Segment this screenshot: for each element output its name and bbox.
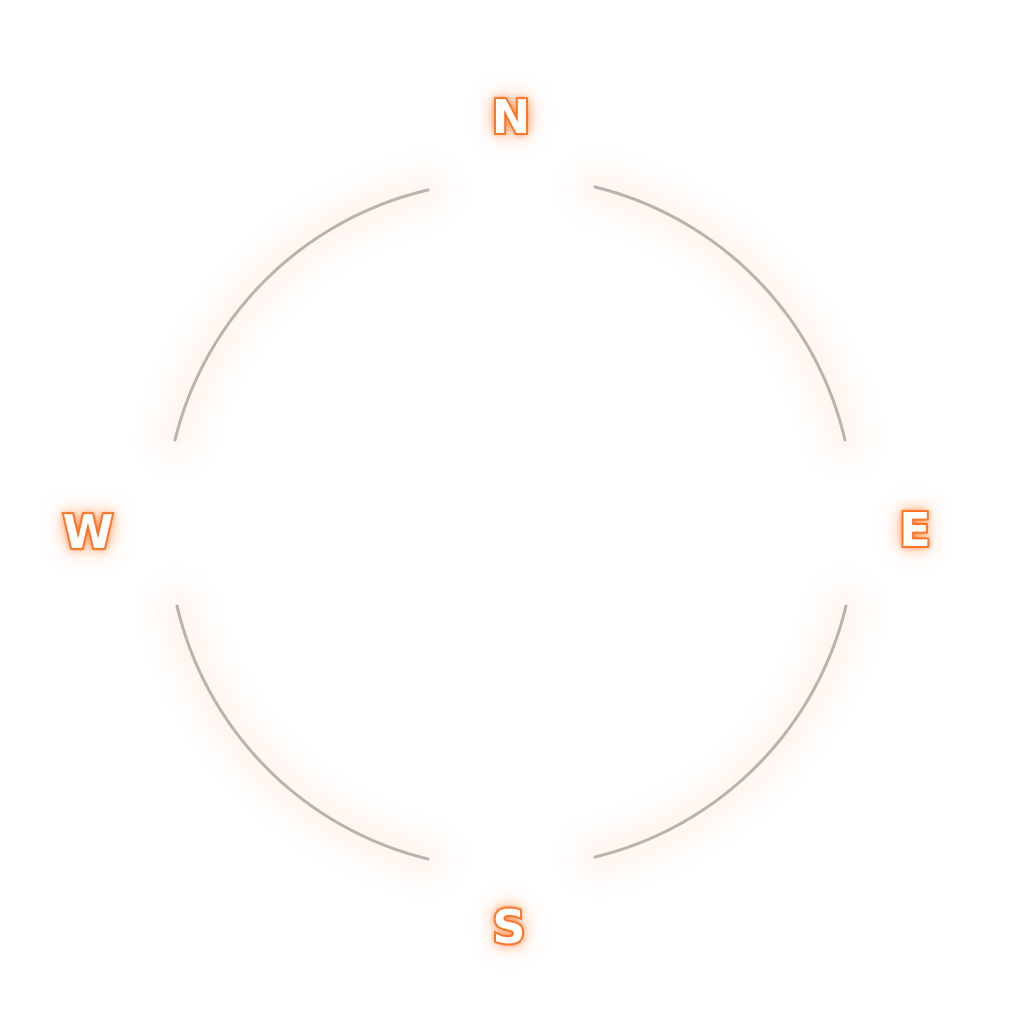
arc-north-west — [173, 188, 430, 442]
direction-east-label: E — [897, 501, 932, 559]
arc-south-east — [593, 604, 848, 859]
ring-glow — [155, 167, 866, 879]
arc-north-east — [593, 185, 847, 442]
direction-north-label: N — [490, 88, 533, 146]
direction-west-label: W — [61, 503, 116, 561]
direction-south-label: S — [490, 898, 527, 956]
arc-south-west — [175, 604, 430, 861]
